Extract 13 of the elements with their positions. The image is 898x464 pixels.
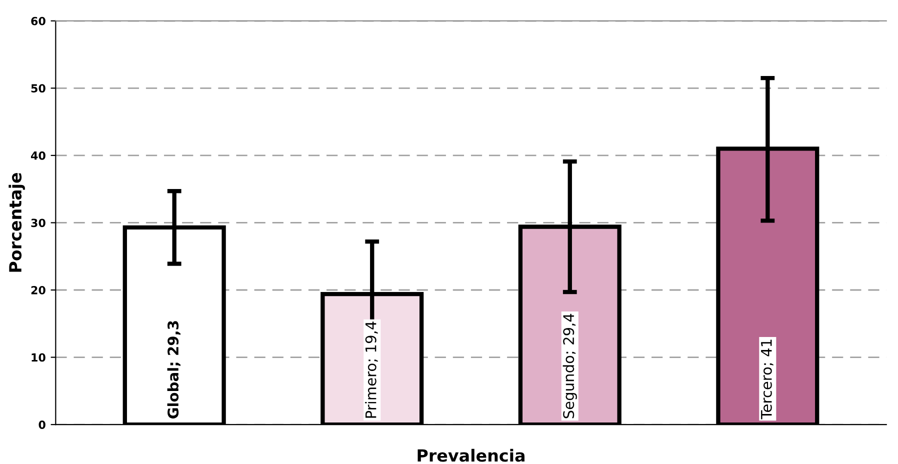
data-label: Tercero; 41 <box>761 340 774 420</box>
y-tick-label: 50 <box>31 84 46 93</box>
y-tick-label: 40 <box>30 151 46 160</box>
y-tick-label: 30 <box>31 218 46 228</box>
y-tick-label: 20 <box>31 286 46 294</box>
data-label: Primero; 19,4 <box>365 322 378 418</box>
y-axis-title: Porcentaje <box>8 172 25 272</box>
x-axis-title: Prevalencia <box>418 448 524 462</box>
y-tick-label: 60 <box>31 16 46 26</box>
y-tick-label: 10 <box>32 353 46 362</box>
y-tick-label: 0 <box>38 420 46 429</box>
data-label: Segundo; 29,4 <box>562 314 577 418</box>
data-label: Global; 29,3 <box>167 321 180 418</box>
